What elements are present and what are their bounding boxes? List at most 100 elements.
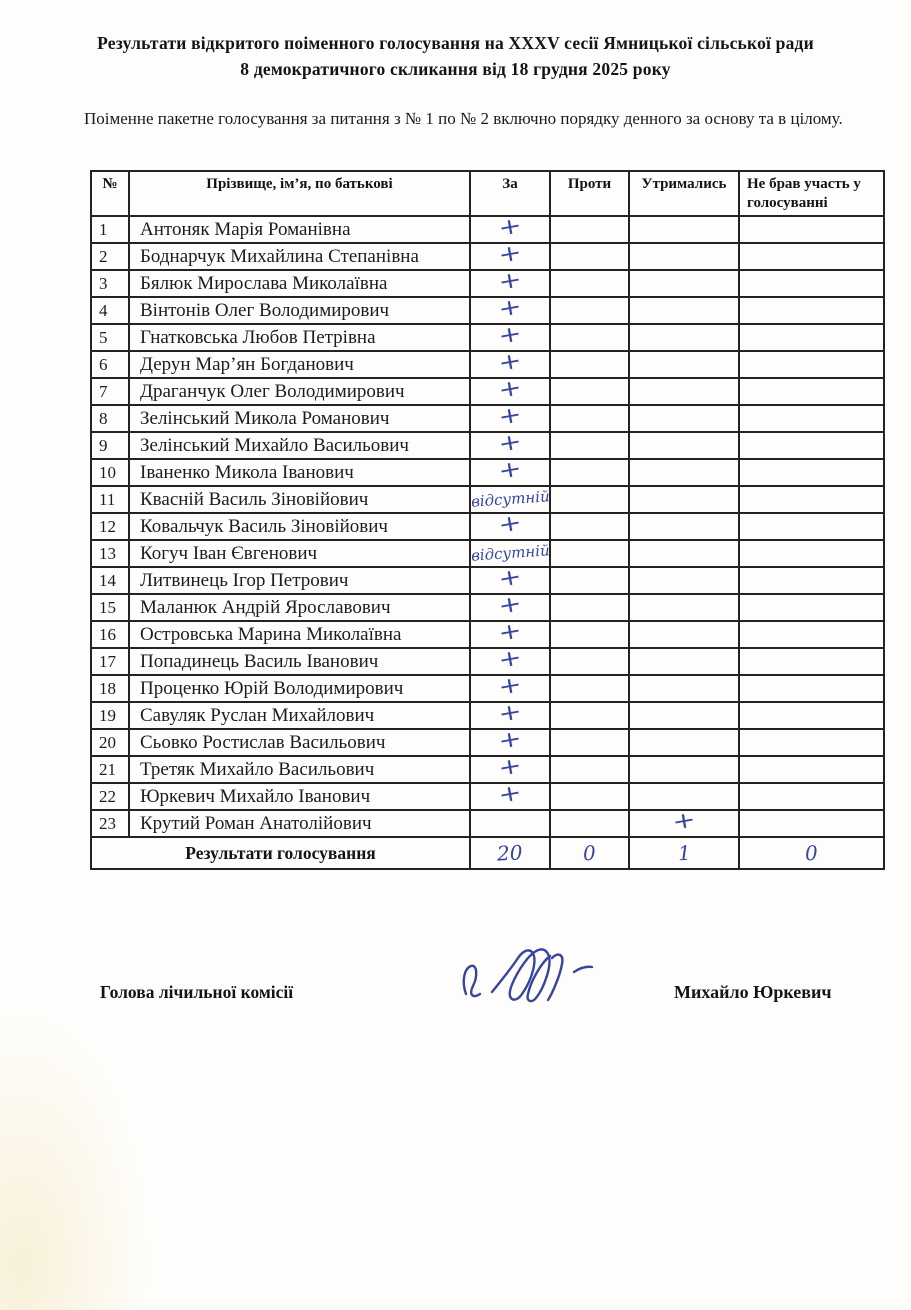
vote-for-cell: + bbox=[469, 456, 551, 487]
vote-against-cell bbox=[549, 728, 630, 757]
vote-against-cell bbox=[549, 782, 630, 811]
vote-not-voting-cell bbox=[738, 539, 885, 568]
vote-abstained-cell bbox=[628, 215, 740, 244]
vote-abstained-cell bbox=[628, 647, 740, 676]
vote-not-voting-cell bbox=[738, 296, 885, 325]
vote-not-voting-cell bbox=[738, 674, 885, 703]
vote-abstained-cell bbox=[628, 728, 740, 757]
table-header-row: № Прізвище, ім’я, по батькові За Проти У… bbox=[90, 170, 885, 217]
table-row: 7 Драганчук Олег Володимирович + bbox=[90, 375, 885, 406]
results-for-value: 20 bbox=[496, 840, 524, 866]
vote-abstained-cell bbox=[628, 512, 740, 541]
col-header-not-voting: Не брав участь у голосуванні bbox=[738, 170, 885, 217]
signature-block: Голова лічильної комісії Михайло Юркевич bbox=[0, 930, 911, 1040]
results-label: Результати голосування bbox=[90, 836, 471, 870]
vote-for-cell: + bbox=[469, 645, 551, 676]
vote-abstained-cell bbox=[628, 242, 740, 271]
vote-abstained-cell bbox=[628, 323, 740, 352]
vote-against-cell bbox=[549, 431, 630, 460]
row-number: 18 bbox=[90, 674, 130, 703]
table-body: 1 Антоняк Марія Романівна + 2 Боднарчук … bbox=[90, 213, 885, 838]
vote-for-cell: + bbox=[469, 564, 551, 595]
vote-not-voting-cell bbox=[738, 566, 885, 595]
vote-for-cell: + bbox=[469, 699, 551, 730]
deputy-name: Попадинець Василь Іванович bbox=[128, 647, 471, 676]
vote-abstained-cell bbox=[628, 269, 740, 298]
vote-for-mark: + bbox=[496, 348, 524, 377]
row-number: 9 bbox=[90, 431, 130, 460]
col-header-name: Прізвище, ім’я, по батькові bbox=[128, 170, 471, 217]
vote-for-cell: + bbox=[469, 780, 551, 811]
vote-against-cell bbox=[549, 269, 630, 298]
vote-against-cell bbox=[549, 593, 630, 622]
deputy-name: Бялюк Мирослава Миколаївна bbox=[128, 269, 471, 298]
table-row: 18 Проценко Юрій Володимирович + bbox=[90, 672, 885, 703]
deputy-name: Іваненко Микола Іванович bbox=[128, 458, 471, 487]
intro-paragraph: Поіменне пакетне голосування за питання … bbox=[84, 109, 843, 128]
table-row: 20 Сьовко Ростислав Васильович + bbox=[90, 726, 885, 757]
vote-not-voting-cell bbox=[738, 809, 885, 838]
results-abstained-value: 1 bbox=[677, 840, 691, 866]
vote-against-cell bbox=[549, 215, 630, 244]
vote-abstained-cell bbox=[628, 296, 740, 325]
table-row: 10 Іваненко Микола Іванович + bbox=[90, 456, 885, 487]
vote-against-cell bbox=[549, 539, 630, 568]
results-not-voting-cell: 0 bbox=[738, 836, 885, 870]
voting-table: № Прізвище, ім’я, по батькові За Проти У… bbox=[90, 170, 885, 870]
deputy-name: Проценко Юрій Володимирович bbox=[128, 674, 471, 703]
table-row: 21 Третяк Михайло Васильович + bbox=[90, 753, 885, 784]
vote-not-voting-cell bbox=[738, 485, 885, 514]
vote-for-mark: + bbox=[496, 402, 524, 431]
table-row: 13 Когуч Іван Євгенович відсутній bbox=[90, 539, 885, 568]
vote-for-mark: відсутній bbox=[470, 540, 551, 565]
vote-for-cell: + bbox=[469, 753, 551, 784]
vote-against-cell bbox=[549, 296, 630, 325]
row-number: 2 bbox=[90, 242, 130, 271]
row-number: 5 bbox=[90, 323, 130, 352]
vote-for-cell: + bbox=[469, 591, 551, 622]
vote-for-cell: відсутній bbox=[469, 539, 551, 568]
vote-for-mark: + bbox=[496, 699, 524, 728]
vote-for-mark: + bbox=[496, 456, 524, 485]
col-header-num: № bbox=[90, 170, 130, 217]
vote-for-cell: + bbox=[469, 321, 551, 352]
row-number: 12 bbox=[90, 512, 130, 541]
document-title: Результати відкритого поіменного голосув… bbox=[0, 30, 911, 82]
row-number: 20 bbox=[90, 728, 130, 757]
vote-against-cell bbox=[549, 620, 630, 649]
vote-abstained-cell bbox=[628, 350, 740, 379]
results-abstained-cell: 1 bbox=[628, 836, 740, 870]
title-line-2: 8 демократичного скликання від 18 грудня… bbox=[240, 59, 671, 79]
signer-name: Михайло Юркевич bbox=[674, 982, 832, 1002]
vote-for-mark: + bbox=[496, 510, 524, 539]
table-row: 5 Гнатковська Любов Петрівна + bbox=[90, 321, 885, 352]
deputy-name: Крутий Роман Анатолійович bbox=[128, 809, 471, 838]
vote-for-mark: + bbox=[496, 321, 524, 350]
vote-for-cell: + bbox=[469, 618, 551, 649]
vote-against-cell bbox=[549, 242, 630, 271]
deputy-name: Юркевич Михайло Іванович bbox=[128, 782, 471, 811]
vote-for-mark: відсутній bbox=[470, 486, 551, 511]
vote-abstained-cell: + bbox=[628, 807, 740, 838]
vote-not-voting-cell bbox=[738, 620, 885, 649]
col-header-against: Проти bbox=[549, 170, 630, 217]
vote-not-voting-cell bbox=[738, 404, 885, 433]
vote-abstained-cell bbox=[628, 593, 740, 622]
signature-icon bbox=[462, 948, 594, 1003]
vote-against-cell bbox=[549, 512, 630, 541]
vote-abstained-cell bbox=[628, 782, 740, 811]
vote-abstained-cell bbox=[628, 485, 740, 514]
deputy-name: Ковальчук Василь Зіновійович bbox=[128, 512, 471, 541]
deputy-name: Драганчук Олег Володимирович bbox=[128, 377, 471, 406]
vote-for-mark: + bbox=[496, 618, 524, 647]
deputy-name: Третяк Михайло Васильович bbox=[128, 755, 471, 784]
vote-for-mark: + bbox=[496, 429, 524, 458]
vote-against-cell bbox=[549, 647, 630, 676]
vote-for-mark: + bbox=[496, 564, 524, 593]
table-row: 1 Антоняк Марія Романівна + bbox=[90, 213, 885, 244]
vote-not-voting-cell bbox=[738, 593, 885, 622]
vote-against-cell bbox=[549, 566, 630, 595]
deputy-name: Антоняк Марія Романівна bbox=[128, 215, 471, 244]
vote-against-cell bbox=[549, 458, 630, 487]
table-row: 6 Дерун Мар’ян Богданович + bbox=[90, 348, 885, 379]
